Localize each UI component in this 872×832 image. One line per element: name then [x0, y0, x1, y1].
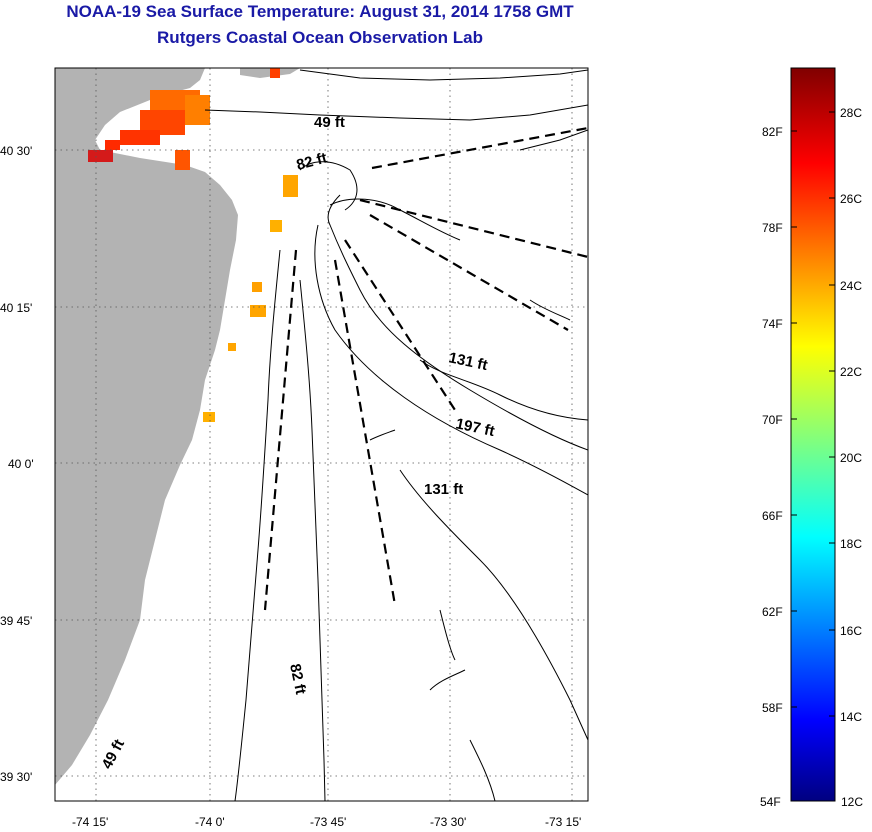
- map-subtitle: Rutgers Coastal Ocean Observation Lab: [157, 28, 483, 47]
- colorbar-c-22: 22C: [840, 365, 862, 379]
- lat-label-39-30: 39 30': [0, 770, 32, 784]
- dashed-lanes: [263, 126, 588, 611]
- colorbar-c-26: 26C: [840, 192, 862, 206]
- colorbar-c-28: 28C: [840, 106, 862, 120]
- lat-label-39-45: 39 45': [0, 614, 32, 628]
- lon-label-74-0: -74 0': [195, 815, 225, 829]
- colorbar-c-24: 24C: [840, 279, 862, 293]
- lat-label-40-30: 40 30': [0, 144, 32, 158]
- depth-label-49ft-top: 49 ft: [314, 114, 345, 131]
- sst-warm-pixels: [88, 68, 298, 422]
- colorbar-c-12: 12C: [841, 795, 863, 809]
- colorbar-f-62: 62F: [762, 605, 783, 619]
- lat-label-40-15: 40 15': [0, 301, 32, 315]
- colorbar-f-70: 70F: [762, 413, 783, 427]
- land-mass: [55, 68, 238, 785]
- depth-label-131ft-b: 131 ft: [424, 481, 463, 498]
- colorbar-ticks: [791, 111, 835, 717]
- lon-label-73-30: -73 30': [430, 815, 466, 829]
- lon-label-73-45: -73 45': [310, 815, 346, 829]
- colorbar-f-54: 54F: [760, 795, 781, 809]
- lon-label-73-15: -73 15': [545, 815, 581, 829]
- depth-label-82ft-bottom: 82 ft: [286, 662, 309, 696]
- colorbar-f-66: 66F: [762, 509, 783, 523]
- lat-label-40-0: 40 0': [8, 457, 34, 471]
- colorbar-c-16: 16C: [840, 624, 862, 638]
- colorbar-f-82: 82F: [762, 125, 783, 139]
- lon-label-74-15: -74 15': [72, 815, 108, 829]
- map-gridlines: [55, 68, 588, 801]
- colorbar: [790, 67, 836, 802]
- colorbar-f-78: 78F: [762, 221, 783, 235]
- colorbar-c-20: 20C: [840, 451, 862, 465]
- colorbar-f-58: 58F: [762, 701, 783, 715]
- map-frame: [54, 67, 589, 802]
- colorbar-f-74: 74F: [762, 317, 783, 331]
- colorbar-c-18: 18C: [840, 537, 862, 551]
- colorbar-c-14: 14C: [840, 710, 862, 724]
- map-title: NOAA-19 Sea Surface Temperature: August …: [66, 2, 574, 21]
